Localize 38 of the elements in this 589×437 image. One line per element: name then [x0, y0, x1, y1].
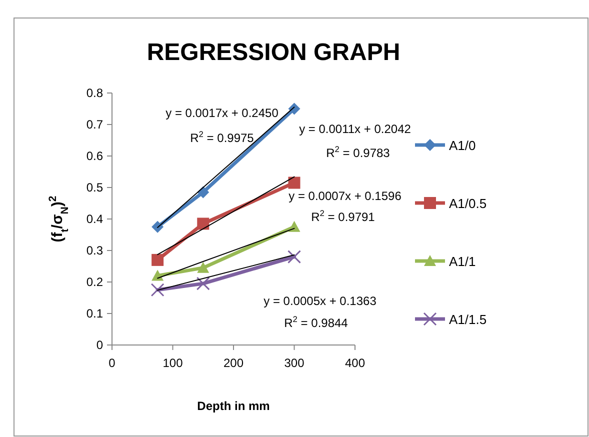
- legend-label: A1/1: [449, 254, 476, 269]
- point: [288, 250, 301, 264]
- chart-title: REGRESSION GRAPH: [146, 39, 400, 66]
- y-tick-label: 0.4: [86, 212, 104, 226]
- annotation: R$^{2}$ = 0.9975: [190, 129, 254, 145]
- point: [196, 276, 210, 290]
- x-tick-label: 400: [344, 356, 366, 370]
- x-axis-title: Depth in mm: [197, 399, 270, 413]
- annotation: R$^{2}$ = 0.9783: [326, 144, 390, 160]
- legend-label: A1/1.5: [449, 312, 487, 327]
- x-tick-label: 100: [162, 356, 184, 370]
- y-tick-label: 0.5: [86, 180, 104, 194]
- annotation: R$^{2}$ = 0.9844: [284, 314, 348, 330]
- x-tick-label: 300: [284, 356, 305, 370]
- y-tick-label: 0.3: [86, 244, 104, 258]
- y-tick-label: 0.1: [86, 306, 104, 320]
- legend-label: A1/0.5: [449, 196, 487, 211]
- annotation: y = 0.0011x + 0.2042: [299, 122, 412, 136]
- point: [288, 220, 300, 232]
- point: [152, 220, 164, 233]
- annotation: y = 0.0007x + 0.1596: [288, 189, 402, 203]
- y-tick-label: 0.2: [86, 275, 104, 289]
- point: [288, 102, 300, 115]
- point: [197, 218, 210, 230]
- x-tick-label: 0: [108, 356, 116, 370]
- y-tick-label: 0.8: [86, 86, 104, 100]
- point: [197, 262, 210, 273]
- point: [150, 283, 164, 297]
- annotation: y = 0.0005x + 0.1363: [264, 294, 377, 308]
- point: [288, 176, 300, 189]
- annotation: R$^{2}$ = 0.9791: [311, 208, 376, 224]
- y-tick-label: 0: [96, 338, 104, 352]
- x-tick-label: 200: [223, 356, 244, 370]
- y-tick-label: 0.6: [86, 149, 104, 163]
- point: [152, 254, 164, 266]
- y-tick-label: 0.7: [86, 118, 104, 132]
- legend-label: A1/0: [449, 138, 476, 153]
- annotation: y = 0.0017x + 0.2450: [166, 106, 279, 120]
